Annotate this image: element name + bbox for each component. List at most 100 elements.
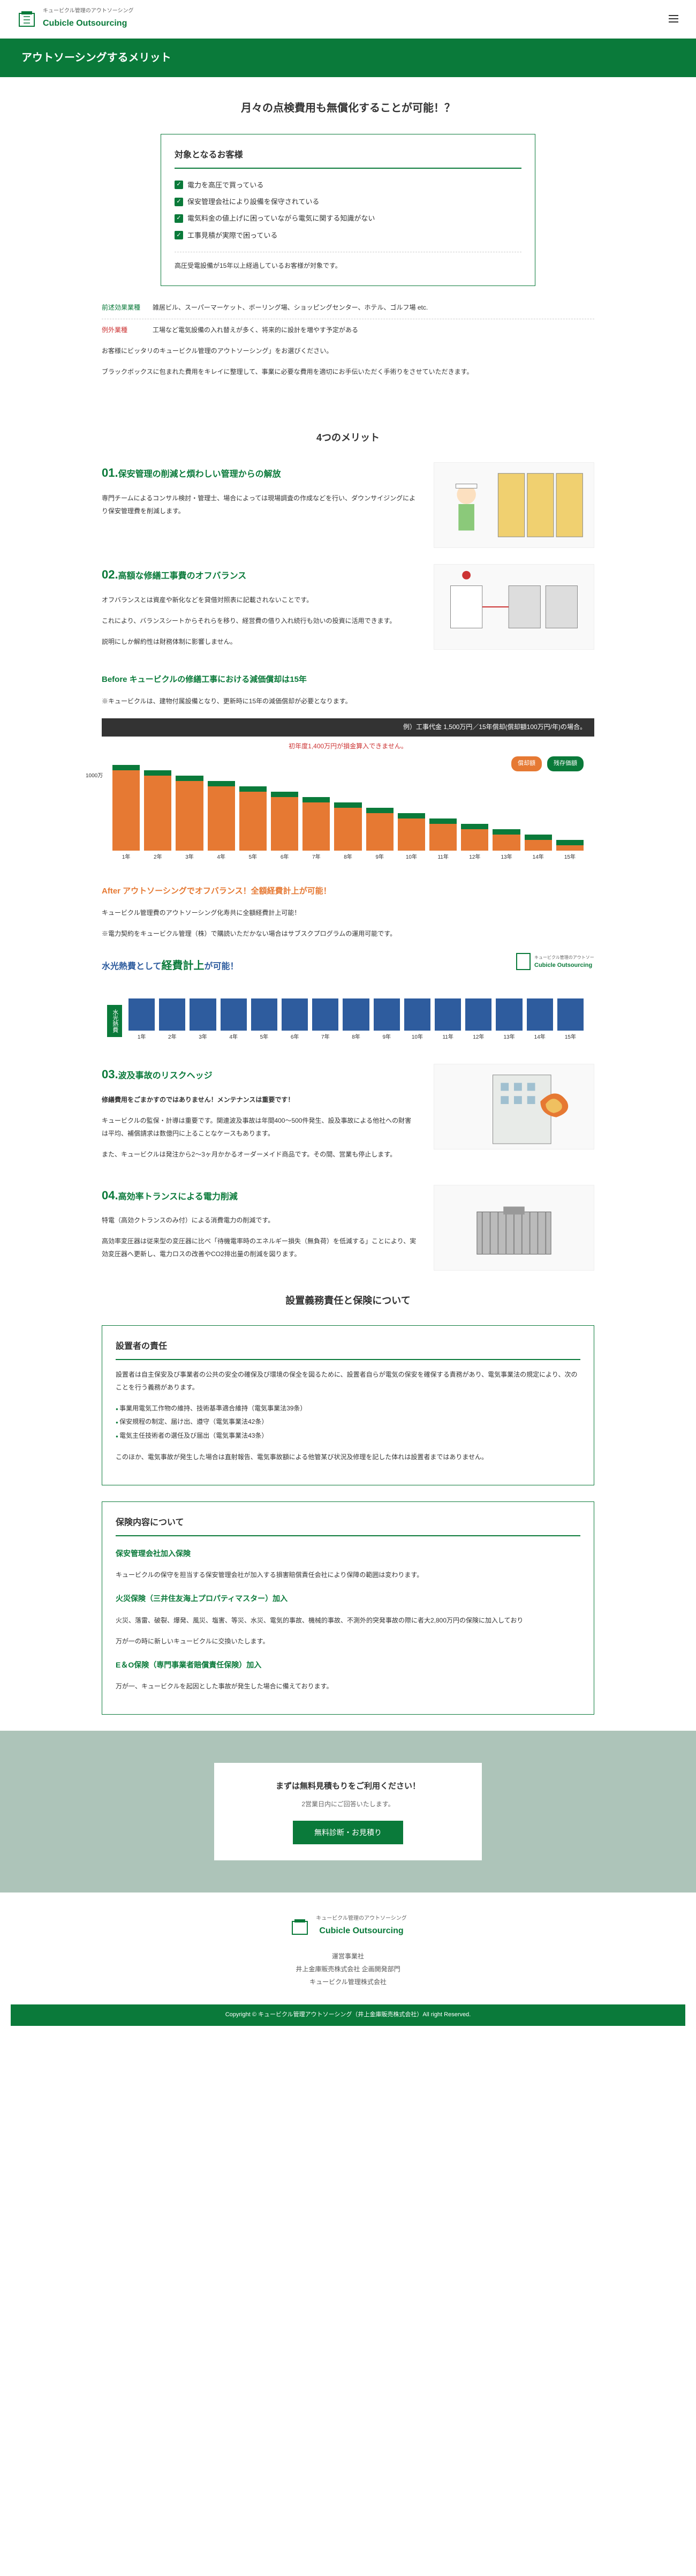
cta-box: まずは無料見積もりをご利用ください！ 2営業日内にご回答いたします。 無料診断・… — [214, 1763, 482, 1861]
bar-column: 12年 — [461, 824, 488, 862]
body-text: このほか、電気事故が発生した場合は直射報告、電気事故額による他管某び状況及修理を… — [116, 1451, 580, 1463]
promo-logo: キュービクル管理のアウトソーシング Cubicle Outsourcing — [514, 948, 594, 979]
bar-column: 6年 — [282, 998, 308, 1042]
insurance-box: 保険内容について 保安管理会社加入保険 キュービクルの保守を担当する保安管理会社… — [102, 1501, 594, 1714]
check-item: ✓保安管理会社により設備を保守されている — [175, 193, 521, 210]
check-icon: ✓ — [175, 181, 183, 189]
bar-column: 11年 — [429, 818, 457, 862]
bar-column: 10年 — [398, 813, 425, 862]
body-text: 設置者は自主保安及び事業者の公共の安全の確保及び環境の保全を図るために、設置者自… — [116, 1368, 580, 1394]
merit-1: 01.保安管理の削減と煩わしい管理からの解放 専門チームによるコンサル検討・管理… — [102, 462, 594, 548]
insurance-item-title: 保安管理会社加入保険 — [116, 1547, 580, 1560]
target-note: 高圧受電設備が15年以上経過しているお客様が対象です。 — [175, 252, 521, 272]
category-tag-green: 前述効果業種 — [102, 302, 145, 314]
badge-residual: 残存価額 — [547, 756, 584, 771]
list-item: 事業用電気工作物の維持、技術基準適合維持（電気事業法39条） — [116, 1402, 580, 1416]
bar-column: 14年 — [527, 998, 553, 1042]
bar-column: 4年 — [208, 781, 235, 862]
merit-illustration — [434, 564, 594, 650]
target-customers-box: 対象となるお客様 ✓電力を高圧で買っている✓保安管理会社により設備を保守されてい… — [161, 134, 535, 286]
merit-3: 03.波及事故のリスクヘッジ 修繕費用をごまかすのではありません！メンテナンスは… — [102, 1064, 594, 1169]
body-text: ブラックボックスに包まれた費用をキレイに整理して、事業に必要な費用を適切にお手伝… — [102, 365, 594, 378]
merit-body: オフバランスとは資産や新化などを貸借対照表に記載されないことです。 — [102, 594, 418, 606]
merit-lead: 修繕費用をごまかすのではありません！メンテナンスは重要です！ — [102, 1093, 418, 1106]
bar-column: 1年 — [128, 998, 155, 1042]
body-text: 万が一、キュービクルを起因とした事故が発生した場合に備えております。 — [116, 1680, 580, 1693]
y-axis-label: 水光熱費 — [107, 1005, 122, 1037]
merit-illustration — [434, 1064, 594, 1150]
body-text: 火災、落雷、破裂、爆発、風災、塩害、等災、水災、電気的事故、機械的事故、不測外的… — [116, 1614, 580, 1627]
merit-title: 03.波及事故のリスクヘッジ — [102, 1064, 418, 1085]
bar-column: 4年 — [221, 998, 247, 1042]
cubicle-icon — [16, 8, 37, 29]
cubicle-icon — [289, 1916, 311, 1937]
category-text: 雑居ビル、スーパーマーケット、ボーリング場、ショッピングセンター、ホテル、ゴルフ… — [153, 302, 428, 314]
check-icon: ✓ — [175, 231, 183, 239]
merit-title: 04.高効率トランスによる電力削減 — [102, 1185, 418, 1206]
footer-company: 運営事業社 井上金庫販売株式会社 企画開発部門 キュービクル管理株式会社 — [11, 1950, 685, 1988]
bar-column: 8年 — [343, 998, 369, 1042]
category-row-2: 例外業種 工場など電気設備の入れ替えが多く、将来的に設計を増やす予定がある — [102, 325, 594, 336]
category-row-1: 前述効果業種 雑居ビル、スーパーマーケット、ボーリング場、ショッピングセンター、… — [102, 302, 594, 314]
check-item: ✓電気料金の値上げに困っていながら電気に関する知識がない — [175, 210, 521, 227]
cta-subtitle: 2営業日内にご回答いたします。 — [230, 1799, 466, 1811]
merit-body: キュービクルの監保・計導は重要です。関連波及事故は年間400〜500件発生、設及… — [102, 1114, 418, 1140]
chart-header: 例）工事代金 1,500万円／15年償却(償却額100万円/年)の場合。 — [102, 718, 594, 737]
bar-column: 2年 — [144, 770, 171, 862]
merit-body: これにより、バランスシートからそれらを移り、経営費の借り入れ続行も効いの投資に活… — [102, 614, 418, 627]
footer-logo[interactable]: キュービクル管理のアウトソーシング Cubicle Outsourcing — [11, 1914, 685, 1939]
bar-column: 5年 — [251, 998, 277, 1042]
cta-button[interactable]: 無料診断・お見積り — [293, 1821, 403, 1844]
copyright: Copyright © キュービクル管理アウトソーシング（井上金庫販売株式会社）… — [11, 2004, 685, 2026]
bar-column: 2年 — [159, 998, 185, 1042]
check-item: ✓工事見積が実際で困っている — [175, 227, 521, 244]
bar-column: 13年 — [496, 998, 522, 1042]
hamburger-icon[interactable] — [667, 12, 680, 25]
bar-column: 7年 — [302, 797, 330, 862]
category-tag-red: 例外業種 — [102, 325, 145, 336]
list-item: 電気主任技術者の選任及び届出（電気事業法43条） — [116, 1429, 580, 1443]
merit-body: 専門チームによるコンサル検討・管理士、場合によっては現場調査の作成などを行い、ダ… — [102, 492, 418, 517]
cta-title: まずは無料見積もりをご利用ください！ — [230, 1779, 466, 1793]
after-body: キュービクル管理費のアウトソーシング化寿共に全額経費計上可能！ — [102, 906, 594, 919]
merit-body: また、キュービクルは発注から2〜3ヶ月かかるオーダーメイド商品です。その間、営業… — [102, 1148, 418, 1161]
merit-illustration — [434, 462, 594, 548]
bar-column: 12年 — [465, 998, 491, 1042]
list-item: 保安規程の制定、届け出、遵守（電気事業法42条） — [116, 1415, 580, 1429]
box-title: 設置者の責任 — [116, 1339, 580, 1360]
merit-body: 高効率変圧器は従来型の変圧器に比べ「待機電率時のエネルギー損失（無負荷）を低減す… — [102, 1235, 418, 1260]
before-chart: 例）工事代金 1,500万円／15年償却(償却額100万円/年)の場合。 初年度… — [102, 718, 594, 868]
category-text: 工場など電気設備の入れ替えが多く、将来的に設計を増やす予定がある — [153, 325, 358, 336]
bar-column: 15年 — [557, 998, 584, 1042]
bar-column: 11年 — [435, 998, 461, 1042]
svg-text:キュービクル管理のアウトソーシング: キュービクル管理のアウトソーシング — [534, 955, 594, 960]
responsibility-title: 設置義務責任と保険について — [102, 1292, 594, 1309]
footer: キュービクル管理のアウトソーシング Cubicle Outsourcing 運営… — [0, 1892, 696, 2026]
bar-column: 13年 — [493, 829, 520, 862]
responsibility-box: 設置者の責任 設置者は自主保安及び事業者の公共の安全の確保及び環境の保全を図るた… — [102, 1325, 594, 1486]
box-title: 対象となるお客様 — [175, 148, 521, 169]
bar-column: 3年 — [176, 776, 203, 862]
before-title: Before キュービクルの修繕工事における減価償却は15年 — [102, 672, 594, 687]
bar-column: 10年 — [404, 998, 430, 1042]
body-text: 万が一の時に新しいキュービクルに交換いたします。 — [116, 1635, 580, 1648]
hero-banner: アウトソーシングするメリット — [0, 39, 696, 77]
hero-title: アウトソーシングするメリット — [21, 52, 171, 64]
chart-note: 初年度1,400万円が損金算入できません。 — [102, 737, 594, 757]
insurance-item-title: 火災保険（三井住友海上プロパティマスター）加入 — [116, 1592, 580, 1605]
intro-section: 月々の点検費用も無償化することが可能！？ 対象となるお客様 ✓電力を高圧で買って… — [102, 77, 594, 408]
bar-column: 14年 — [525, 835, 552, 862]
bar-column: 9年 — [374, 998, 400, 1042]
merit-title: 01.保安管理の削減と煩わしい管理からの解放 — [102, 462, 418, 484]
logo-title: Cubicle Outsourcing — [43, 16, 134, 32]
logo[interactable]: キュービクル管理のアウトソーシング Cubicle Outsourcing — [16, 6, 134, 32]
header: キュービクル管理のアウトソーシング Cubicle Outsourcing — [0, 0, 696, 39]
bar-column: 1年 — [112, 765, 140, 862]
merit-4: 04.高効率トランスによる電力削減 特電（高効クトランスのみ付）による消費電力の… — [102, 1185, 594, 1271]
after-body: ※電力契約をキュービクル管理（株）で購読いただかない場合はサブスクプログラムの運… — [102, 927, 594, 940]
before-note: ※キュービクルは、建物付属設備となり、更新時に15年の減価償却が必要となります。 — [102, 695, 594, 708]
merit-title: 02.高額な修繕工事費のオフバランス — [102, 564, 418, 585]
badge-depreciation: 償却額 — [511, 756, 542, 771]
cta-section: まずは無料見積もりをご利用ください！ 2営業日内にご回答いたします。 無料診断・… — [0, 1731, 696, 1893]
after-chart: 水光熱費 1年2年3年4年5年6年7年8年9年10年11年12年13年14年15… — [102, 994, 594, 1048]
